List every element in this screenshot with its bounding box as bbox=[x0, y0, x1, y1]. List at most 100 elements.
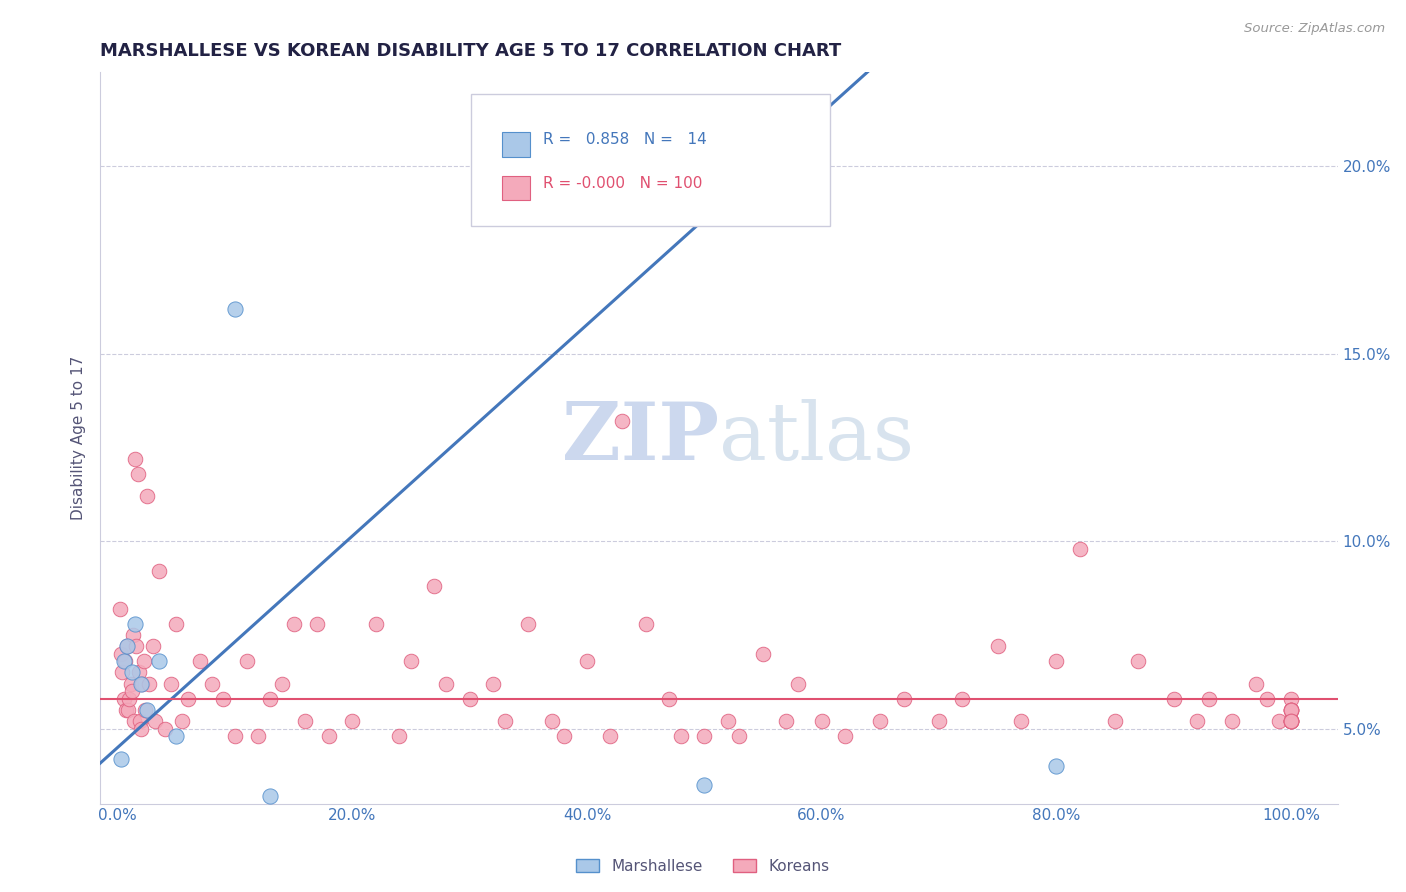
Point bbox=[247, 729, 270, 743]
Point bbox=[458, 691, 481, 706]
Point bbox=[1279, 714, 1302, 728]
Text: Source: ZipAtlas.com: Source: ZipAtlas.com bbox=[1244, 22, 1385, 36]
Point bbox=[224, 729, 246, 743]
Point bbox=[717, 714, 740, 728]
Point bbox=[128, 665, 150, 680]
Point bbox=[693, 729, 716, 743]
Point bbox=[1279, 703, 1302, 717]
Text: R =   0.858   N =   14: R = 0.858 N = 14 bbox=[543, 132, 707, 147]
Point bbox=[1185, 714, 1208, 728]
Point bbox=[434, 676, 457, 690]
Point bbox=[669, 729, 692, 743]
Text: ZIP: ZIP bbox=[562, 399, 718, 477]
Point bbox=[399, 654, 422, 668]
Point bbox=[1279, 714, 1302, 728]
Point bbox=[112, 654, 135, 668]
Point bbox=[1279, 714, 1302, 728]
Point bbox=[134, 703, 156, 717]
Point bbox=[118, 691, 141, 706]
Point bbox=[1279, 703, 1302, 717]
Point bbox=[1279, 703, 1302, 717]
Point bbox=[1163, 691, 1185, 706]
Point bbox=[111, 665, 134, 680]
Point bbox=[869, 714, 891, 728]
Point bbox=[117, 703, 139, 717]
Point bbox=[115, 639, 138, 653]
Legend: Marshallese, Koreans: Marshallese, Koreans bbox=[571, 853, 835, 880]
Point bbox=[110, 751, 132, 765]
Y-axis label: Disability Age 5 to 17: Disability Age 5 to 17 bbox=[72, 356, 86, 520]
Point bbox=[177, 691, 200, 706]
Point bbox=[212, 691, 235, 706]
Point bbox=[1256, 691, 1278, 706]
Text: R = -0.000   N = 100: R = -0.000 N = 100 bbox=[543, 176, 703, 191]
Point bbox=[482, 676, 505, 690]
Point bbox=[423, 579, 446, 593]
Point bbox=[148, 654, 170, 668]
Point bbox=[136, 703, 159, 717]
Point bbox=[259, 691, 281, 706]
Point bbox=[259, 789, 281, 804]
Point bbox=[153, 722, 176, 736]
Point bbox=[318, 729, 340, 743]
Point bbox=[494, 714, 516, 728]
Point bbox=[200, 676, 222, 690]
Point bbox=[893, 691, 915, 706]
Point bbox=[131, 676, 153, 690]
Point bbox=[634, 616, 657, 631]
Point bbox=[129, 714, 152, 728]
Point bbox=[575, 654, 598, 668]
Point bbox=[121, 665, 143, 680]
Point bbox=[188, 654, 211, 668]
Point bbox=[1104, 714, 1126, 728]
Point bbox=[1069, 541, 1091, 556]
Point bbox=[122, 628, 145, 642]
Point bbox=[599, 729, 621, 743]
Point bbox=[165, 616, 187, 631]
Point bbox=[124, 616, 146, 631]
Point bbox=[129, 676, 152, 690]
FancyBboxPatch shape bbox=[471, 95, 831, 226]
Point bbox=[728, 729, 751, 743]
Point bbox=[364, 616, 387, 631]
Point bbox=[950, 691, 973, 706]
Point bbox=[114, 654, 136, 668]
Point bbox=[283, 616, 305, 631]
Point bbox=[388, 729, 411, 743]
Point bbox=[124, 451, 146, 466]
Point bbox=[834, 729, 856, 743]
Point bbox=[1279, 691, 1302, 706]
Point bbox=[1279, 703, 1302, 717]
Point bbox=[1268, 714, 1291, 728]
Point bbox=[148, 564, 170, 578]
Point bbox=[775, 714, 797, 728]
Point bbox=[612, 414, 634, 428]
Point bbox=[540, 714, 562, 728]
Point bbox=[121, 684, 143, 698]
Point bbox=[159, 676, 181, 690]
Point bbox=[342, 714, 364, 728]
Point bbox=[1279, 714, 1302, 728]
Point bbox=[810, 714, 832, 728]
FancyBboxPatch shape bbox=[502, 177, 530, 201]
Point bbox=[752, 204, 775, 219]
Point bbox=[165, 729, 187, 743]
Point bbox=[693, 778, 716, 792]
Point bbox=[1279, 714, 1302, 728]
Point bbox=[1244, 676, 1267, 690]
Point bbox=[928, 714, 950, 728]
Point bbox=[136, 489, 159, 503]
Point bbox=[127, 467, 149, 481]
Point bbox=[787, 676, 810, 690]
Point bbox=[172, 714, 194, 728]
Point bbox=[236, 654, 259, 668]
Point bbox=[294, 714, 316, 728]
Point bbox=[122, 714, 145, 728]
Point bbox=[1220, 714, 1243, 728]
Point bbox=[142, 639, 165, 653]
Text: MARSHALLESE VS KOREAN DISABILITY AGE 5 TO 17 CORRELATION CHART: MARSHALLESE VS KOREAN DISABILITY AGE 5 T… bbox=[100, 42, 841, 60]
Point bbox=[138, 676, 160, 690]
Point bbox=[1279, 714, 1302, 728]
Point bbox=[1045, 759, 1067, 773]
Point bbox=[115, 703, 138, 717]
